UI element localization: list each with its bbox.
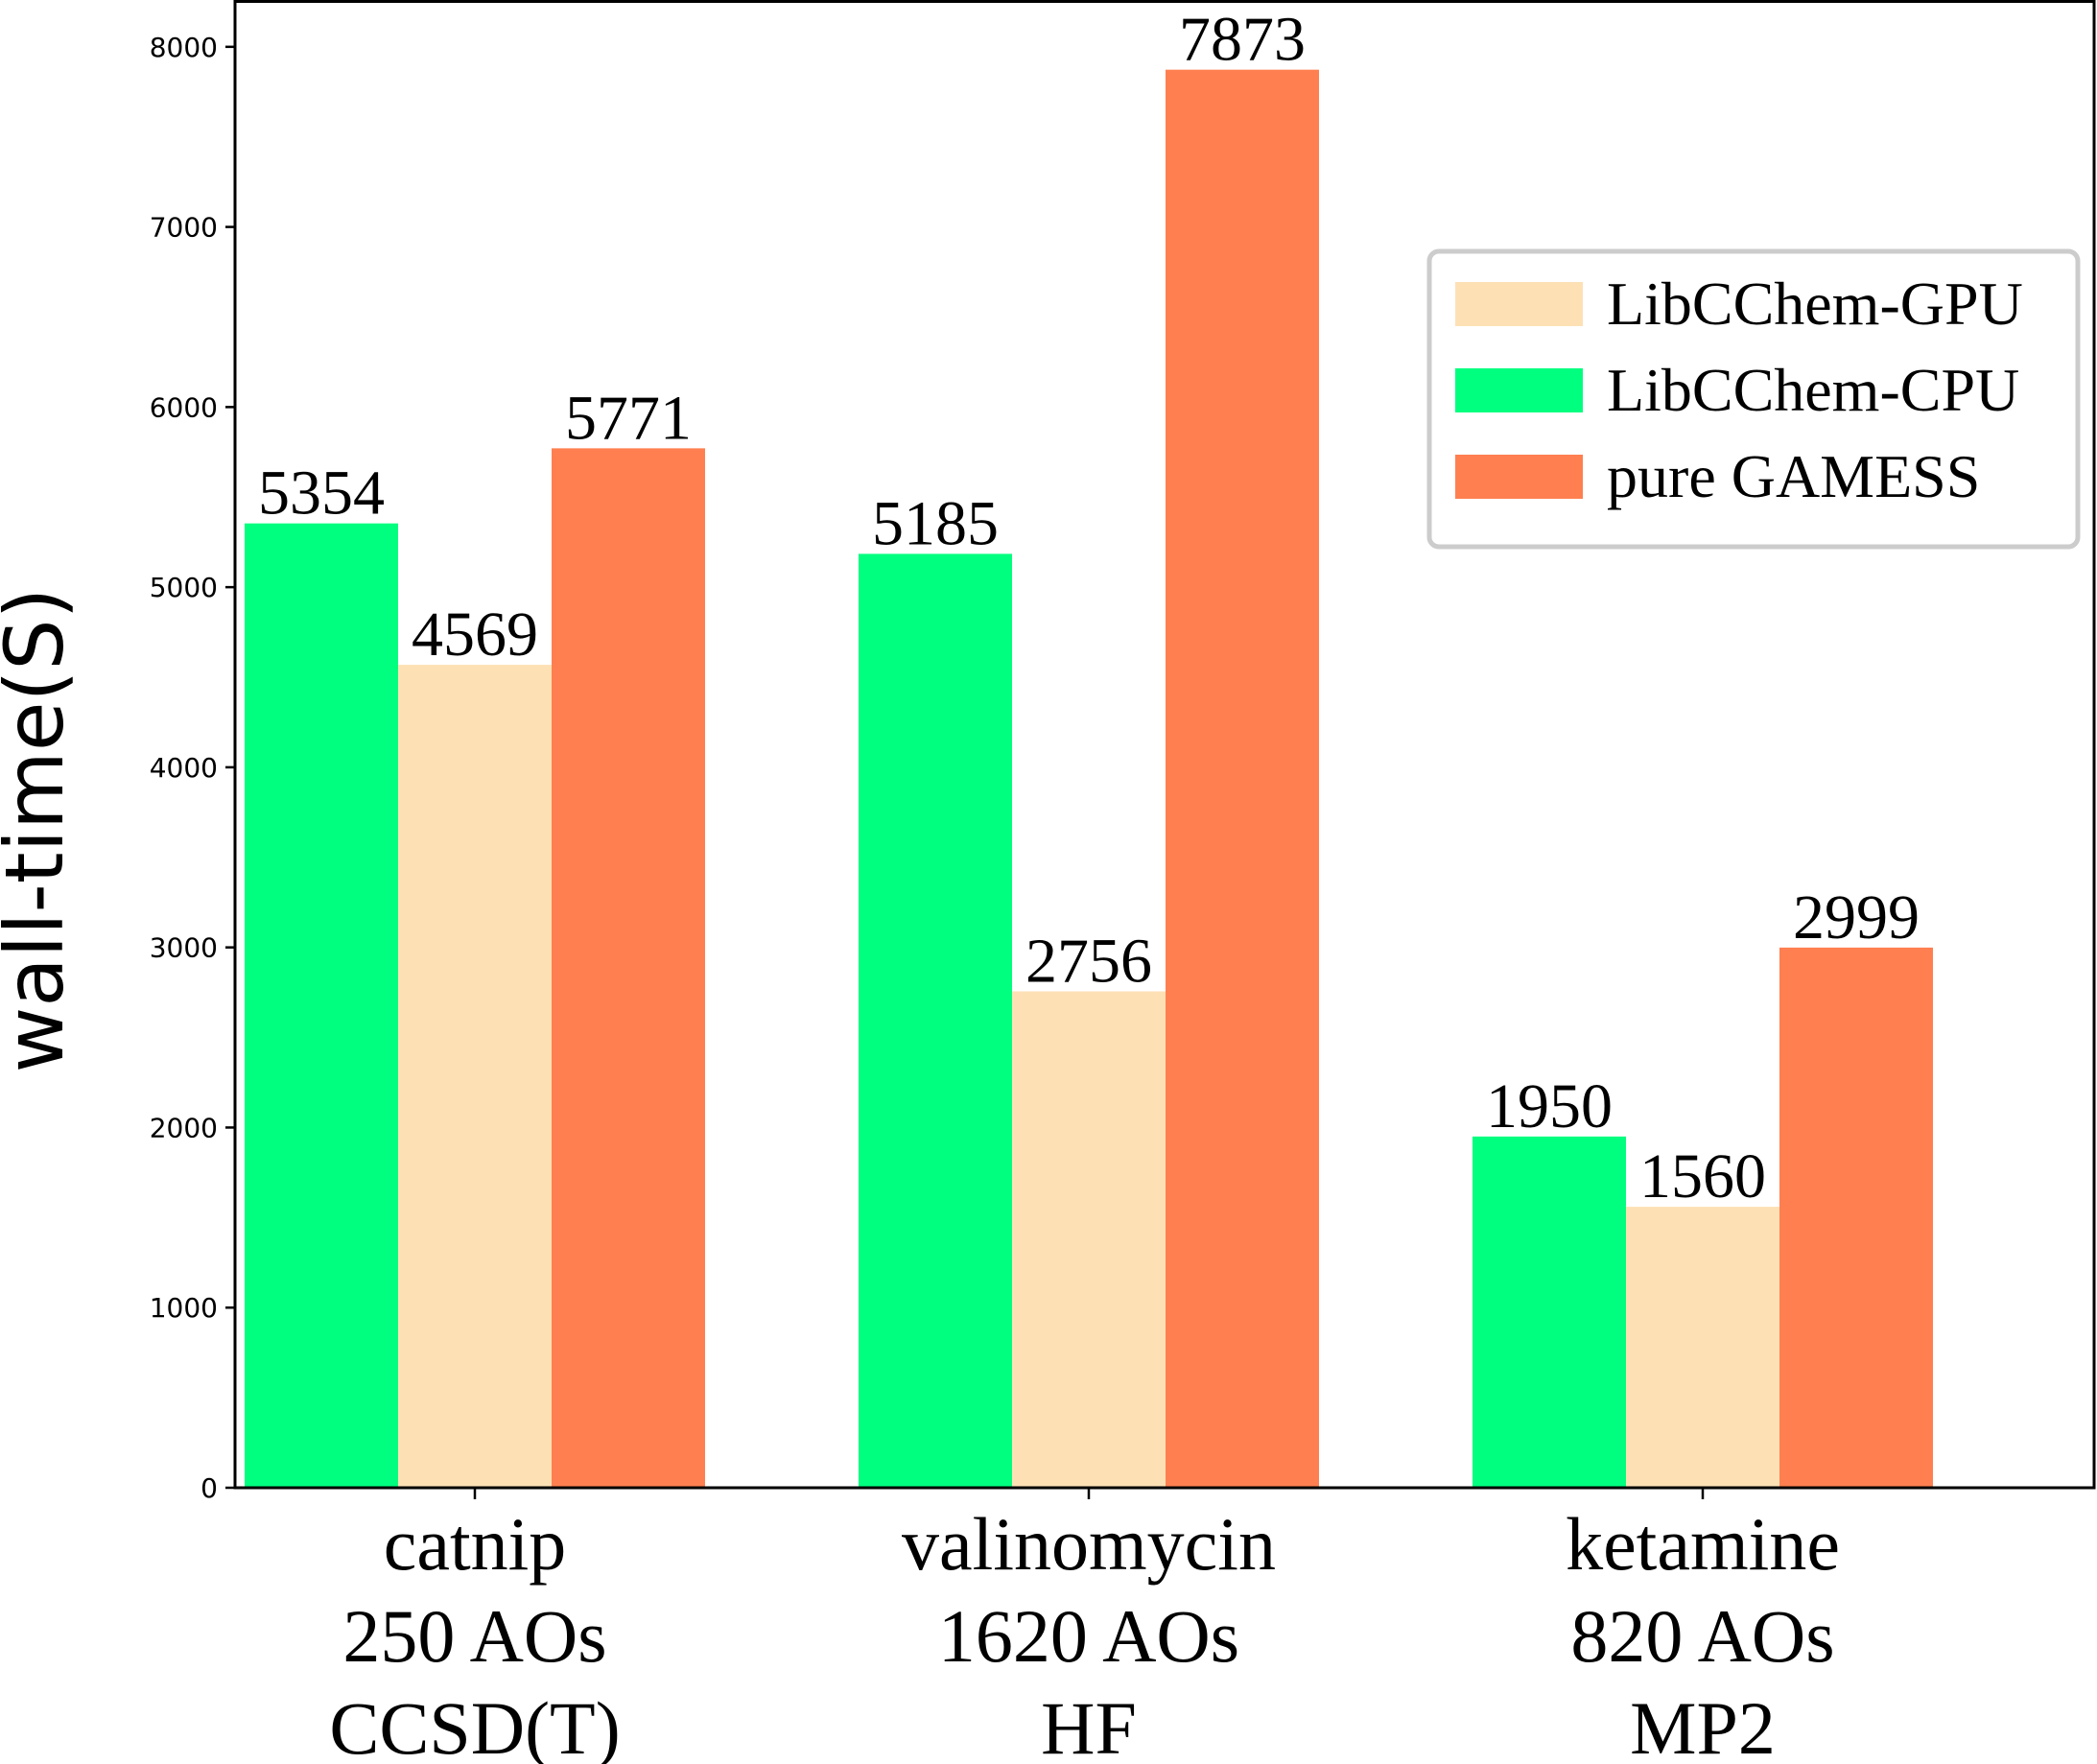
y-axis-label: wall-time(S) xyxy=(0,588,82,1073)
plot-area-frame xyxy=(233,0,2096,1490)
y-tick-label: 5000 xyxy=(150,572,218,603)
bar-pure-gamess xyxy=(1779,947,1933,1488)
y-tick-label: 2000 xyxy=(150,1112,218,1143)
data-labels-layer: 5354 4569 5771 5185 2756 7873 1950 1560 2999 xyxy=(258,5,1920,1211)
x-tick-label: valinomycin xyxy=(902,1502,1276,1586)
bar-value-label: 5771 xyxy=(565,383,692,453)
x-tick-label: MP2 xyxy=(1630,1686,1776,1764)
x-tick-label: ketamine xyxy=(1566,1502,1840,1586)
legend-swatch xyxy=(1455,368,1583,412)
bar-libcchem-cpu xyxy=(245,523,398,1488)
x-tick-label: catnip xyxy=(384,1502,567,1586)
bar-libcchem-gpu xyxy=(1626,1207,1779,1488)
bar-libcchem-cpu xyxy=(859,553,1012,1488)
y-tick-label: 8000 xyxy=(150,32,218,63)
bar-value-label: 7873 xyxy=(1179,5,1306,75)
y-tick-label: 7000 xyxy=(150,212,218,244)
legend-entry-label: LibCChem-CPU xyxy=(1607,356,2019,424)
bar-value-label: 2756 xyxy=(1025,926,1152,996)
y-axis: 0 1000 2000 3000 4000 5000 6000 7000 8000 xyxy=(150,32,235,1504)
y-tick-label: 1000 xyxy=(150,1292,218,1324)
x-tick-label: CCSD(T) xyxy=(329,1686,620,1764)
legend-frame xyxy=(1426,248,2081,550)
bar-pure-gamess xyxy=(552,448,705,1489)
y-tick-label: 0 xyxy=(200,1472,218,1504)
bars-layer xyxy=(245,69,1933,1489)
bar-value-label: 5354 xyxy=(258,459,385,529)
bar-value-label: 1950 xyxy=(1486,1071,1613,1141)
bar-value-label: 5185 xyxy=(872,488,999,558)
legend: LibCChem-GPU LibCChem-CPU pure GAMESS xyxy=(1426,248,2081,550)
legend-swatch xyxy=(1455,282,1583,326)
x-tick-label: 1620 AOs xyxy=(938,1594,1239,1678)
legend-entry-label: LibCChem-GPU xyxy=(1607,270,2023,338)
bar-value-label: 2999 xyxy=(1793,882,1920,953)
y-tick-label: 3000 xyxy=(150,932,218,964)
x-tick-label: HF xyxy=(1041,1686,1137,1764)
y-tick-label: 4000 xyxy=(150,752,218,784)
legend-swatch xyxy=(1455,455,1583,499)
bar-value-label: 4569 xyxy=(412,600,538,670)
bar-libcchem-cpu xyxy=(1473,1136,1626,1488)
x-tick-label: 820 AOs xyxy=(1570,1594,1834,1678)
bar-pure-gamess xyxy=(1166,69,1319,1488)
legend-entry-label: pure GAMESS xyxy=(1607,442,1980,510)
bar-libcchem-gpu xyxy=(398,665,552,1488)
bar-libcchem-gpu xyxy=(1012,991,1166,1488)
bar-value-label: 1560 xyxy=(1639,1141,1766,1211)
x-tick-label: 250 AOs xyxy=(342,1594,606,1678)
y-tick-label: 6000 xyxy=(150,391,218,423)
